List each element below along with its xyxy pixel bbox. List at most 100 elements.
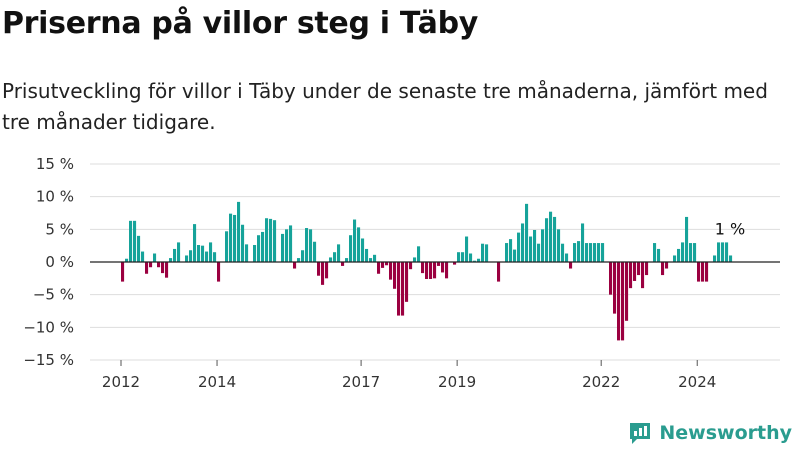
bar	[729, 255, 733, 262]
bar	[261, 231, 265, 262]
bar	[133, 220, 137, 262]
bar	[553, 216, 557, 262]
bar	[225, 231, 229, 262]
chart-subtitle: Prisutveckling för villor i Täby under d…	[2, 79, 768, 134]
bar	[305, 228, 309, 262]
bar	[333, 252, 337, 262]
bar	[677, 248, 681, 262]
bar	[545, 218, 549, 262]
bar	[665, 262, 669, 269]
bar	[229, 213, 233, 262]
bar	[381, 262, 385, 268]
bar	[369, 258, 373, 262]
bar	[457, 252, 461, 262]
bar	[405, 262, 409, 302]
bar	[297, 258, 301, 262]
bar	[613, 262, 617, 314]
x-tick-label: 2014	[198, 373, 236, 391]
bar	[421, 262, 425, 274]
bar	[153, 253, 157, 262]
y-tick-label: 15 %	[36, 155, 74, 173]
bar	[509, 239, 513, 262]
y-tick-label: −5 %	[33, 286, 74, 304]
y-tick-label: −10 %	[23, 318, 74, 336]
bar	[425, 262, 429, 279]
bar	[433, 262, 437, 279]
bar	[413, 257, 417, 262]
bar	[445, 262, 449, 279]
bar	[149, 262, 153, 268]
bar	[485, 244, 489, 262]
bar	[601, 243, 605, 262]
bar	[585, 243, 589, 262]
bar	[629, 262, 633, 289]
bar	[537, 243, 541, 262]
bar	[389, 262, 393, 280]
bar	[237, 201, 241, 262]
bar	[589, 243, 593, 262]
brand-name: Newsworthy	[659, 422, 792, 444]
x-tick-label: 2024	[678, 373, 716, 391]
bar	[357, 227, 361, 262]
bar	[349, 235, 353, 262]
x-tick-label: 2022	[582, 373, 620, 391]
bar	[557, 229, 561, 262]
bar	[253, 245, 257, 262]
bar	[673, 255, 677, 262]
bar	[385, 262, 389, 266]
bar	[513, 249, 517, 262]
bar	[309, 229, 313, 262]
bar	[301, 250, 305, 262]
bar	[257, 235, 261, 262]
y-tick-label: 0 %	[45, 253, 74, 271]
bar	[417, 246, 421, 262]
bar	[653, 243, 657, 262]
bar	[129, 220, 133, 262]
bar	[121, 262, 125, 282]
bar	[609, 262, 613, 295]
bar	[173, 248, 177, 262]
bar	[725, 242, 729, 262]
chart-title: Priserna på villor steg i Täby	[2, 6, 479, 41]
bar	[625, 262, 629, 321]
bar	[293, 262, 297, 269]
bar	[517, 232, 521, 262]
bar	[265, 218, 269, 262]
bar	[633, 262, 637, 281]
bar	[269, 218, 273, 262]
bar	[245, 244, 249, 262]
bar	[141, 251, 145, 262]
gridlines	[90, 163, 780, 361]
x-tick-label: 2017	[342, 373, 380, 391]
bar	[437, 262, 441, 266]
bar	[525, 203, 529, 262]
bar	[241, 224, 245, 262]
bar	[125, 258, 129, 262]
bar	[273, 220, 277, 262]
bar	[161, 262, 165, 274]
bar	[685, 216, 689, 262]
x-axis: 2012 2014 2017 2019 2022 2024	[102, 360, 716, 391]
newsworthy-icon	[630, 423, 651, 444]
bar	[341, 262, 345, 266]
bar	[429, 262, 433, 279]
bar	[377, 262, 381, 274]
bar	[529, 236, 533, 262]
bar	[533, 229, 537, 262]
x-tick-label: 2012	[102, 373, 140, 391]
bar	[329, 257, 333, 262]
bar	[645, 262, 649, 276]
bar	[577, 241, 581, 262]
bar	[289, 225, 293, 262]
bar	[637, 262, 641, 276]
bar	[473, 260, 477, 262]
bar	[541, 229, 545, 262]
bar	[205, 251, 209, 262]
bar	[281, 233, 285, 262]
bar	[213, 252, 217, 262]
bar	[137, 235, 141, 262]
newsworthy-logo: Newsworthy	[627, 418, 792, 448]
bar	[285, 229, 289, 262]
bar	[681, 242, 685, 262]
bar	[365, 248, 369, 262]
